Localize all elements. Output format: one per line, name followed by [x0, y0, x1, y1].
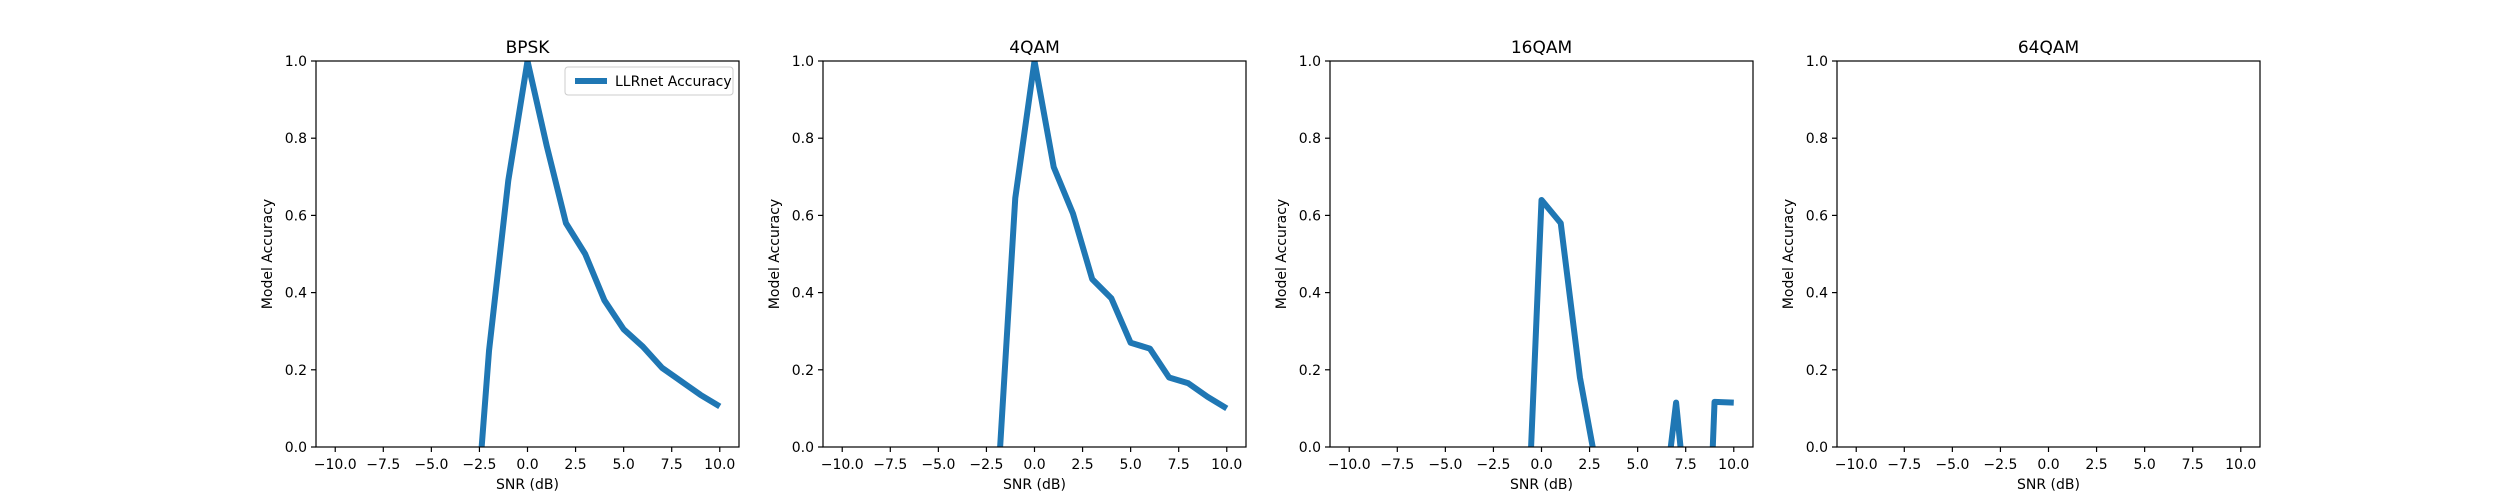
y-tick-label: 0.8 — [285, 131, 307, 147]
x-tick-label: 0.0 — [2037, 457, 2059, 473]
x-tick-label: −2.5 — [1476, 457, 1510, 473]
x-tick-label: 2.5 — [564, 457, 586, 473]
y-tick-label: 0.6 — [285, 208, 307, 224]
x-axis-label: SNR (dB) — [496, 477, 559, 493]
x-tick-label: −5.0 — [921, 457, 955, 473]
y-axis-label: Model Accuracy — [1781, 199, 1797, 309]
legend-box — [564, 66, 734, 96]
y-tick-label: 1.0 — [792, 54, 814, 70]
y-tick-label: 1.0 — [1299, 54, 1321, 70]
chart-panel-2: −10.0 −7.5 −5.0 −2.5 0.0 2.5 5.0 7.5 10.0 0.0 0.2 0… — [767, 38, 1247, 493]
x-tick-label: 0.0 — [516, 457, 538, 473]
x-tick-label: 10.0 — [1718, 457, 1749, 473]
y-tick-label: 0.0 — [1806, 440, 1828, 456]
x-tick-label: −10.0 — [821, 457, 864, 473]
y-tick-label: 0.6 — [1299, 208, 1321, 224]
x-tick-label: −7.5 — [1887, 457, 1921, 473]
y-axis-label: Model Accuracy — [260, 199, 276, 309]
chart-title: 64QAM — [2018, 38, 2079, 58]
y-tick-label: 0.2 — [1299, 363, 1321, 379]
x-tick-label: −2.5 — [969, 457, 1003, 473]
series-line-1 — [478, 61, 722, 447]
x-tick-label: 10.0 — [2225, 457, 2256, 473]
y-tick-label: 0.2 — [792, 363, 814, 379]
chart-title: 4QAM — [1009, 38, 1060, 58]
x-tick-label: 5.0 — [613, 457, 635, 473]
x-tick-label: −5.0 — [414, 457, 448, 473]
x-tick-label: −10.0 — [1835, 457, 1878, 473]
series-line-1 — [997, 61, 1229, 447]
x-tick-label: 10.0 — [1211, 457, 1242, 473]
y-tick-label: 1.0 — [285, 54, 307, 70]
y-tick-label: 0.8 — [1806, 131, 1828, 147]
y-axis-label: Model Accuracy — [1274, 199, 1290, 309]
x-tick-label: −7.5 — [366, 457, 400, 473]
x-axis-label: SNR (dB) — [1510, 477, 1573, 493]
x-tick-label: 5.0 — [2134, 457, 2156, 473]
y-tick-label: 0.2 — [285, 363, 307, 379]
y-tick-label: 0.0 — [1299, 440, 1321, 456]
x-tick-label: 0.0 — [1023, 457, 1045, 473]
y-tick-label: 0.6 — [1806, 208, 1828, 224]
x-tick-label: 5.0 — [1120, 457, 1142, 473]
chart-panel-3: −10.0 −7.5 −5.0 −2.5 0.0 2.5 5.0 7.5 10.0 0.0 0.2 0… — [1274, 38, 1754, 493]
x-tick-label: −2.5 — [1983, 457, 2017, 473]
x-tick-label: 7.5 — [2182, 457, 2204, 473]
x-tick-label: 2.5 — [1578, 457, 1600, 473]
y-tick-label: 0.4 — [792, 286, 814, 302]
x-tick-label: 7.5 — [1675, 457, 1697, 473]
x-tick-label: 5.0 — [1627, 457, 1649, 473]
x-axis-label: SNR (dB) — [2017, 477, 2080, 493]
y-tick-label: 0.0 — [285, 440, 307, 456]
x-tick-label: 7.5 — [661, 457, 683, 473]
x-tick-label: −2.5 — [462, 457, 496, 473]
series-line-1 — [1528, 196, 1596, 447]
legend-label: LLRnet Accuracy — [615, 74, 732, 90]
y-tick-label: 0.0 — [792, 440, 814, 456]
y-tick-label: 0.8 — [1299, 131, 1321, 147]
y-tick-label: 0.4 — [1299, 286, 1321, 302]
chart-panel-4: −10.0 −7.5 −5.0 −2.5 0.0 2.5 5.0 7.5 10.0 0.0 0.2 0… — [1781, 38, 2261, 493]
x-tick-label: −7.5 — [873, 457, 907, 473]
y-tick-label: 0.2 — [1806, 363, 1828, 379]
x-tick-label: −7.5 — [1380, 457, 1414, 473]
legend: LLRnet Accuracy — [564, 66, 734, 96]
x-tick-label: −10.0 — [314, 457, 357, 473]
y-tick-label: 1.0 — [1806, 54, 1828, 70]
y-tick-label: 0.8 — [792, 131, 814, 147]
chart-title: 16QAM — [1511, 38, 1572, 58]
chart-title: BPSK — [506, 38, 551, 58]
x-axis-label: SNR (dB) — [1003, 477, 1066, 493]
x-tick-label: 2.5 — [2085, 457, 2107, 473]
chart-panel-1: −10.0 −7.5 −5.0 −2.5 0.0 2.5 5.0 7.5 10.0 0.0 0.2 0… — [260, 38, 740, 493]
x-tick-label: 10.0 — [704, 457, 735, 473]
series-line-2 — [1667, 399, 1684, 447]
x-tick-label: −5.0 — [1428, 457, 1462, 473]
y-tick-label: 0.4 — [285, 286, 307, 302]
x-tick-label: 2.5 — [1071, 457, 1093, 473]
x-tick-label: 0.0 — [1530, 457, 1552, 473]
y-tick-label: 0.4 — [1806, 286, 1828, 302]
x-tick-label: −5.0 — [1935, 457, 1969, 473]
x-tick-label: −10.0 — [1328, 457, 1371, 473]
series-line-3 — [1709, 398, 1734, 447]
y-tick-label: 0.6 — [792, 208, 814, 224]
y-axis-label: Model Accuracy — [767, 199, 783, 309]
x-tick-label: 7.5 — [1168, 457, 1190, 473]
